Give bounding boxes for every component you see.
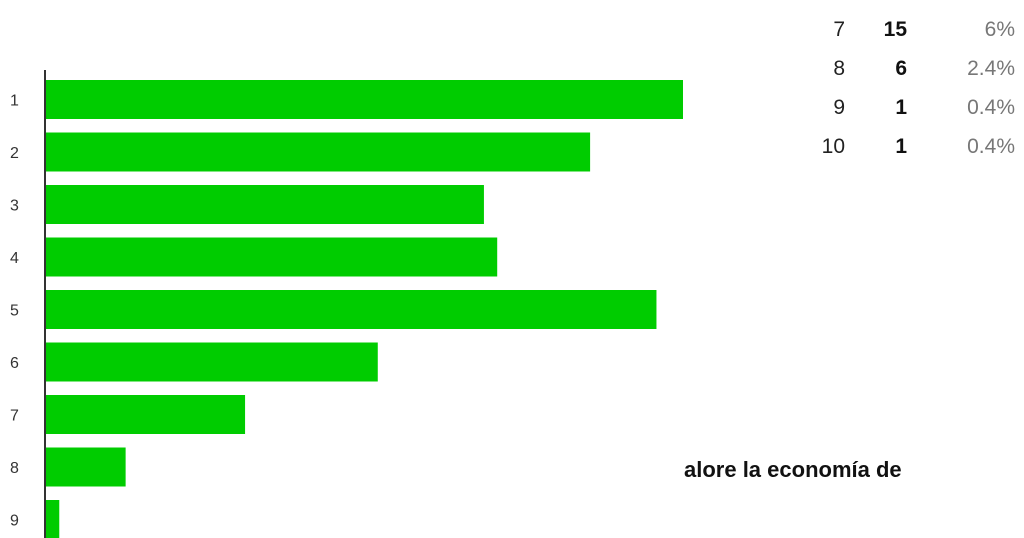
summary-row-percent: 0.4% (967, 134, 1015, 158)
summary-row-count: 1 (895, 95, 907, 119)
bar-5 (46, 290, 657, 329)
summary-row-label: 8 (833, 56, 845, 80)
y-tick-label: 4 (10, 250, 19, 267)
summary-row-count: 6 (895, 56, 907, 80)
summary-row-count: 1 (895, 134, 907, 158)
y-tick-label: 5 (10, 303, 19, 320)
bar-3 (46, 185, 484, 224)
question-title: alore la economía de (684, 457, 902, 482)
bar-8 (46, 447, 126, 487)
y-tick-label: 6 (10, 355, 19, 372)
y-tick-label: 9 (10, 513, 19, 530)
y-tick-label: 8 (10, 460, 19, 477)
summary-row-label: 9 (833, 95, 845, 119)
bar-7 (46, 395, 246, 434)
summary-row-count: 15 (883, 17, 907, 41)
summary-table: 7 15 6% 8 6 2.4% 9 1 0.4% 10 1 0.4% (800, 10, 1015, 166)
y-tick-label: 7 (10, 408, 19, 425)
summary-row: 7 15 6% (800, 10, 1015, 49)
bar-chart: 1 2 3 4 5 6 7 8 9 (10, 70, 683, 538)
summary-row: 8 6 2.4% (800, 49, 1015, 88)
summary-row-percent: 2.4% (967, 56, 1015, 80)
bar-1 (46, 80, 683, 119)
summary-row-percent: 6% (984, 17, 1015, 41)
y-tick-label: 1 (10, 93, 19, 110)
summary-row: 10 1 0.4% (800, 127, 1015, 166)
summary-row-label: 10 (821, 134, 845, 158)
summary-row: 9 1 0.4% (800, 88, 1015, 127)
y-tick-label: 3 (10, 198, 19, 215)
summary-row-percent: 0.4% (967, 95, 1015, 119)
y-tick-label: 2 (10, 145, 19, 162)
summary-row-label: 7 (833, 17, 845, 41)
bar-9 (46, 500, 60, 538)
bar-2 (46, 132, 591, 172)
bar-4 (46, 237, 498, 277)
bar-6 (46, 342, 378, 382)
